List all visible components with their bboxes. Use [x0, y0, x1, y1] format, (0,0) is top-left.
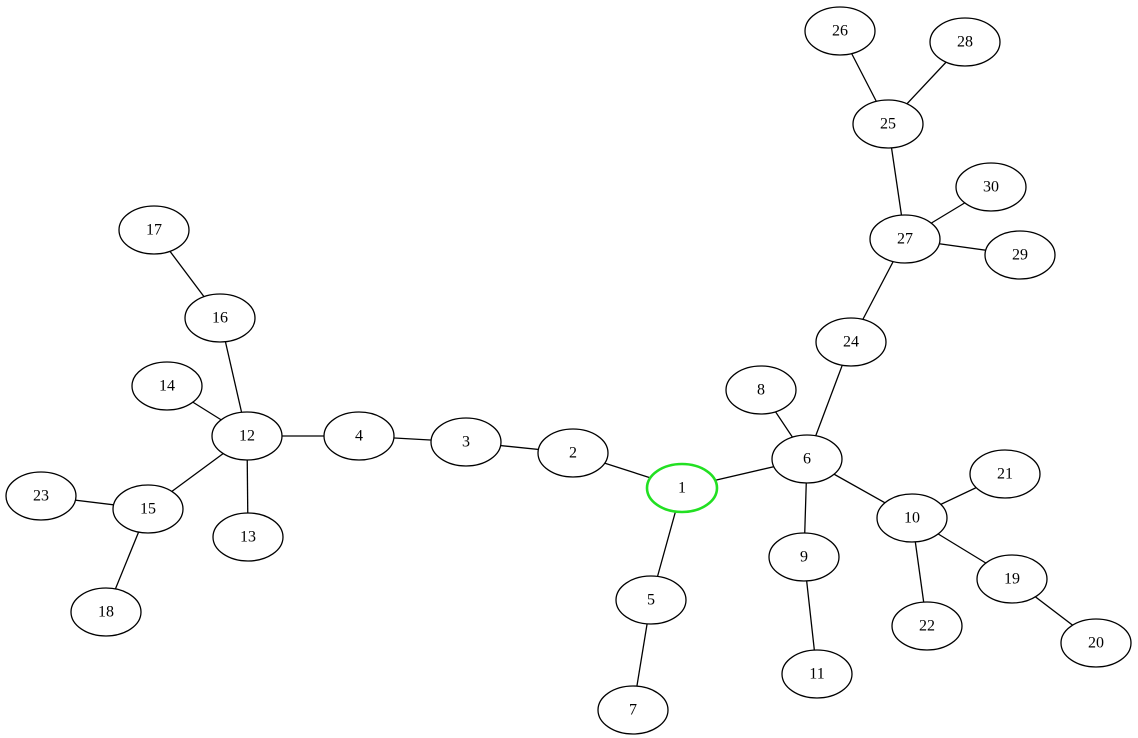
node-label: 16	[212, 310, 228, 327]
node-3: 3	[430, 417, 502, 467]
node-ellipse	[869, 214, 941, 264]
node-label: 21	[997, 466, 1013, 483]
node-ellipse	[976, 554, 1048, 604]
node-ellipse	[771, 434, 843, 484]
node-9: 9	[768, 532, 840, 582]
node-label: 22	[919, 618, 935, 635]
node-label: 10	[904, 510, 920, 527]
node-2: 2	[537, 428, 609, 478]
node-ellipse	[781, 649, 853, 699]
node-21: 21	[969, 449, 1041, 499]
node-ellipse	[323, 411, 395, 461]
node-ellipse	[184, 293, 256, 343]
node-ellipse	[891, 601, 963, 651]
node-label: 26	[832, 23, 848, 40]
node-label: 3	[462, 434, 470, 451]
node-label: 14	[159, 378, 175, 395]
node-23: 23	[5, 471, 77, 521]
node-20: 20	[1060, 618, 1132, 668]
node-ellipse	[768, 532, 840, 582]
node-7: 7	[597, 685, 669, 735]
node-4: 4	[323, 411, 395, 461]
node-ellipse	[804, 6, 876, 56]
node-label: 5	[647, 592, 655, 609]
node-15: 15	[112, 484, 184, 534]
node-label: 19	[1004, 571, 1020, 588]
node-ellipse	[969, 449, 1041, 499]
node-ellipse	[1060, 618, 1132, 668]
node-ellipse	[815, 317, 887, 367]
node-10: 10	[876, 493, 948, 543]
node-27: 27	[869, 214, 941, 264]
node-label: 23	[33, 488, 49, 505]
node-label: 20	[1088, 635, 1104, 652]
node-label: 27	[897, 231, 913, 248]
node-ellipse	[876, 493, 948, 543]
node-ellipse	[852, 99, 924, 149]
node-label: 6	[803, 451, 811, 468]
node-24: 24	[815, 317, 887, 367]
node-label: 17	[146, 222, 162, 239]
node-label: 13	[240, 529, 256, 546]
node-ellipse	[955, 162, 1027, 212]
node-ellipse	[615, 575, 687, 625]
node-14: 14	[131, 361, 203, 411]
node-label: 24	[843, 334, 859, 351]
node-16: 16	[184, 293, 256, 343]
node-26: 26	[804, 6, 876, 56]
node-11: 11	[781, 649, 853, 699]
node-ellipse	[211, 411, 283, 461]
node-17: 17	[118, 205, 190, 255]
node-label: 30	[983, 179, 999, 196]
node-ellipse	[112, 484, 184, 534]
node-ellipse	[725, 365, 797, 415]
node-ellipse	[5, 471, 77, 521]
node-label: 12	[239, 428, 255, 445]
node-ellipse	[537, 428, 609, 478]
node-label: 25	[880, 116, 896, 133]
node-label: 1	[678, 480, 686, 497]
node-6: 6	[771, 434, 843, 484]
node-19: 19	[976, 554, 1048, 604]
node-label: 2	[569, 445, 577, 462]
node-ellipse	[597, 685, 669, 735]
node-5: 5	[615, 575, 687, 625]
node-12: 12	[211, 411, 283, 461]
node-ellipse	[212, 512, 284, 562]
node-ellipse	[118, 205, 190, 255]
node-1: 1	[645, 462, 719, 514]
node-label: 9	[800, 549, 808, 566]
node-label: 18	[98, 604, 114, 621]
node-label: 4	[355, 428, 363, 445]
node-8: 8	[725, 365, 797, 415]
node-ellipse	[929, 17, 1001, 67]
node-ellipse	[70, 587, 142, 637]
node-18: 18	[70, 587, 142, 637]
node-25: 25	[852, 99, 924, 149]
node-ellipse	[131, 361, 203, 411]
node-22: 22	[891, 601, 963, 651]
node-ellipse	[984, 230, 1056, 280]
node-30: 30	[955, 162, 1027, 212]
node-28: 28	[929, 17, 1001, 67]
node-label: 8	[757, 382, 765, 399]
node-ellipse	[430, 417, 502, 467]
node-13: 13	[212, 512, 284, 562]
node-label: 29	[1012, 247, 1028, 264]
node-label: 28	[957, 34, 973, 51]
node-label: 11	[809, 666, 824, 683]
node-label: 15	[140, 501, 156, 518]
node-label: 7	[629, 702, 637, 719]
node-ellipse	[645, 462, 719, 514]
nodes-layer: 1234567891011121314151617181920212223242…	[5, 6, 1132, 735]
node-29: 29	[984, 230, 1056, 280]
